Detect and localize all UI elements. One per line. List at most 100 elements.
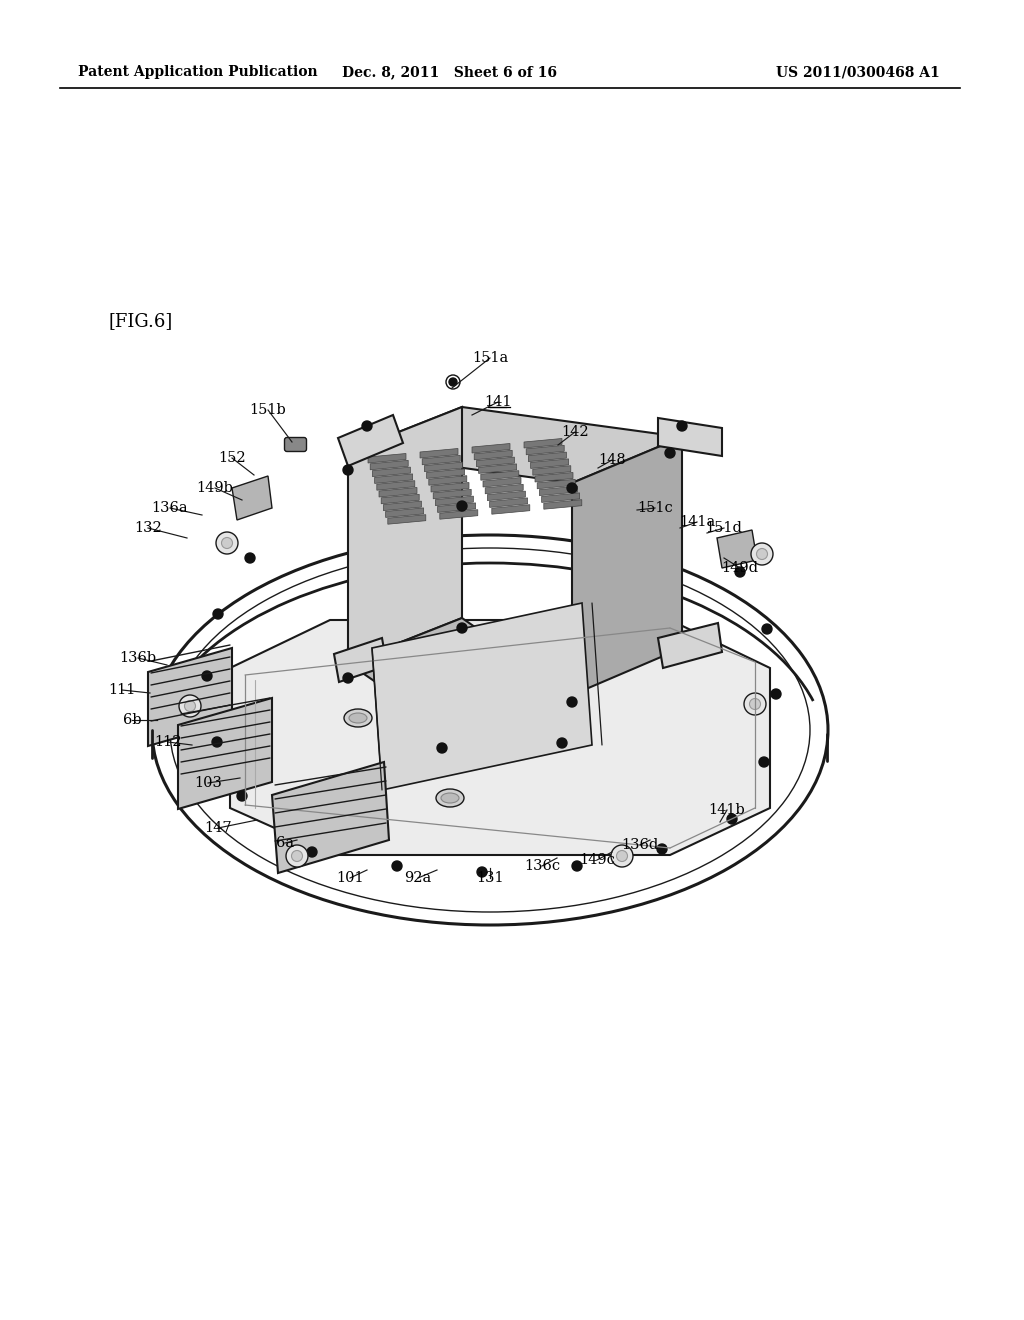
Polygon shape [489,498,527,507]
Circle shape [657,843,667,854]
Circle shape [292,850,302,862]
Polygon shape [542,492,580,503]
Text: 131: 131 [476,871,504,884]
Text: Dec. 8, 2011   Sheet 6 of 16: Dec. 8, 2011 Sheet 6 of 16 [342,65,557,79]
Polygon shape [483,478,521,487]
Polygon shape [481,471,519,480]
Text: 6a: 6a [275,836,294,850]
Circle shape [557,738,567,748]
Circle shape [727,814,737,824]
Polygon shape [535,473,573,482]
Text: 92a: 92a [404,871,432,884]
Polygon shape [383,502,422,511]
Circle shape [477,867,487,876]
Circle shape [744,693,766,715]
Circle shape [245,553,255,564]
Polygon shape [476,457,514,466]
Text: 149d: 149d [722,561,759,576]
Text: 132: 132 [134,521,162,535]
Text: 142: 142 [561,425,589,440]
Polygon shape [572,437,682,696]
Polygon shape [492,504,529,515]
Circle shape [457,502,467,511]
Polygon shape [372,603,592,789]
Polygon shape [478,463,516,474]
Circle shape [392,861,402,871]
Ellipse shape [436,789,464,807]
Circle shape [343,673,353,682]
Text: 136b: 136b [120,651,157,665]
Polygon shape [429,475,467,486]
Circle shape [611,845,633,867]
Polygon shape [427,469,465,478]
Polygon shape [487,491,525,500]
Polygon shape [272,762,389,873]
Polygon shape [437,503,475,512]
Circle shape [237,791,247,801]
Polygon shape [717,531,757,568]
Ellipse shape [441,793,459,803]
Text: 136c: 136c [524,859,560,873]
Polygon shape [348,407,462,663]
Text: [FIG.6]: [FIG.6] [108,312,172,330]
Polygon shape [526,445,564,455]
Polygon shape [524,438,562,447]
Text: 141a: 141a [679,515,715,529]
Polygon shape [433,490,471,499]
Polygon shape [530,459,568,469]
Text: 103: 103 [195,776,222,789]
Ellipse shape [349,713,367,723]
Polygon shape [338,414,403,466]
Polygon shape [422,455,460,465]
Polygon shape [368,454,406,463]
Text: 152: 152 [218,451,246,465]
Polygon shape [232,477,272,520]
Text: 111: 111 [109,682,136,697]
Circle shape [567,697,577,708]
Text: 151c: 151c [637,502,673,515]
Polygon shape [371,461,409,470]
Polygon shape [334,638,387,682]
FancyBboxPatch shape [285,437,306,451]
Circle shape [757,549,768,560]
Polygon shape [658,418,722,455]
Text: 149b: 149b [197,480,233,495]
Polygon shape [148,648,232,746]
Circle shape [184,701,196,711]
Text: US 2011/0300468 A1: US 2011/0300468 A1 [776,65,940,79]
Circle shape [735,568,745,577]
Polygon shape [431,483,469,492]
Text: 148: 148 [598,453,626,467]
Circle shape [212,737,222,747]
Polygon shape [381,494,419,504]
Polygon shape [348,618,572,741]
Text: 141: 141 [484,395,512,409]
Polygon shape [472,444,510,453]
Polygon shape [388,515,426,524]
Polygon shape [420,449,458,458]
Polygon shape [435,496,473,506]
Circle shape [751,543,773,565]
Polygon shape [178,698,272,809]
Polygon shape [658,623,722,668]
Polygon shape [424,462,463,471]
Circle shape [572,861,582,871]
Circle shape [750,698,761,710]
Text: 136a: 136a [152,502,188,515]
Circle shape [213,609,223,619]
Circle shape [677,421,687,432]
Polygon shape [386,508,424,517]
Circle shape [221,537,232,549]
Polygon shape [474,450,512,459]
Circle shape [567,483,577,492]
Circle shape [202,671,212,681]
Text: Patent Application Publication: Patent Application Publication [78,65,317,79]
Polygon shape [348,407,682,483]
Polygon shape [544,500,582,510]
Circle shape [307,847,317,857]
Circle shape [762,624,772,634]
Ellipse shape [344,709,372,727]
Polygon shape [540,486,578,495]
Text: 151a: 151a [472,351,508,366]
Polygon shape [439,510,478,519]
